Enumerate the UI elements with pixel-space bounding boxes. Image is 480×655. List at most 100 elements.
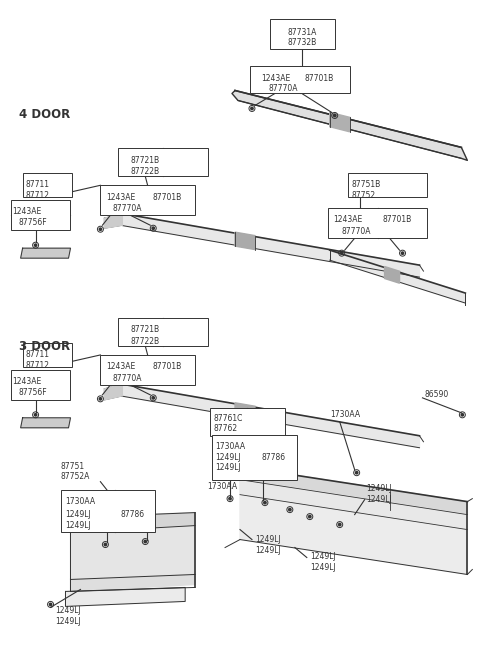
Circle shape [229,497,231,500]
Circle shape [49,603,52,606]
Text: 87712: 87712 [25,361,49,370]
Text: 3 DOOR: 3 DOOR [19,340,70,353]
Bar [100,355,195,385]
Bar [119,149,208,176]
Circle shape [288,508,291,511]
Text: 1249LJ: 1249LJ [215,453,241,462]
Text: 87701B: 87701B [305,73,334,83]
Polygon shape [120,384,420,448]
Text: 87701B: 87701B [383,215,412,224]
Text: 1243AE: 1243AE [333,215,362,224]
Text: 87721B: 87721B [131,325,160,334]
Text: 87751: 87751 [60,462,84,471]
Text: 1243AE: 1243AE [12,377,42,386]
Circle shape [35,244,37,246]
Text: 1243AE: 1243AE [107,193,136,202]
Circle shape [401,252,404,254]
Polygon shape [384,267,399,283]
Text: 1249LJ: 1249LJ [255,534,281,544]
Polygon shape [330,112,350,132]
Circle shape [334,114,336,117]
Polygon shape [235,403,255,421]
Bar [60,490,155,532]
Text: 1249LJ: 1249LJ [215,462,241,472]
Text: 87721B: 87721B [131,157,160,165]
Text: 87701B: 87701B [152,193,181,202]
Bar [119,318,208,346]
Polygon shape [65,588,185,607]
Text: 1249LJ: 1249LJ [56,607,81,616]
Circle shape [309,515,311,518]
Polygon shape [240,479,468,530]
Text: 87751B: 87751B [352,180,381,189]
Bar [11,200,71,230]
Circle shape [152,397,155,399]
Text: 87711: 87711 [25,180,49,189]
Text: 1730AA: 1730AA [215,441,245,451]
Polygon shape [104,214,122,228]
Text: 1249LJ: 1249LJ [310,563,336,572]
Text: 1243AE: 1243AE [261,73,290,83]
Text: 87752A: 87752A [60,472,90,481]
Polygon shape [235,232,255,250]
Text: 1730AA: 1730AA [330,410,360,419]
Text: 87770A: 87770A [342,227,371,236]
Bar [250,66,350,94]
Text: 1249LJ: 1249LJ [56,618,81,626]
Bar [23,343,72,367]
Bar [212,435,297,479]
Circle shape [264,502,266,504]
Circle shape [340,252,343,254]
Text: 87712: 87712 [25,191,49,200]
Text: 87762: 87762 [213,424,237,433]
Polygon shape [71,574,195,591]
Text: 1249LJ: 1249LJ [65,521,91,530]
Text: 87761C: 87761C [213,414,242,423]
Text: 1249LJ: 1249LJ [367,483,392,493]
Text: 87756F: 87756F [19,218,47,227]
Circle shape [104,544,107,546]
Text: 87770A: 87770A [112,374,142,383]
Text: 87752: 87752 [352,191,376,200]
Text: 1730AA: 1730AA [207,481,237,491]
Text: 87786: 87786 [262,453,286,462]
Text: 1249LJ: 1249LJ [255,546,281,555]
Text: 1249LJ: 1249LJ [65,510,91,519]
Text: 1249LJ: 1249LJ [310,552,336,561]
Text: 87731A: 87731A [287,28,316,37]
Circle shape [99,228,102,231]
Polygon shape [232,90,468,160]
Polygon shape [330,250,465,303]
Text: 4 DOOR: 4 DOOR [19,109,70,121]
Text: 87732B: 87732B [287,37,316,47]
Polygon shape [21,248,71,258]
Text: 87701B: 87701B [152,362,181,371]
Text: 1730AA: 1730AA [65,496,96,506]
Polygon shape [21,418,71,428]
Text: 86590: 86590 [424,390,449,399]
Polygon shape [71,513,195,533]
Circle shape [144,540,146,543]
Text: 87722B: 87722B [131,337,160,346]
Bar [23,174,72,197]
Bar [210,408,285,436]
Text: 1249LJ: 1249LJ [367,495,392,504]
Polygon shape [240,467,468,515]
Circle shape [461,413,464,416]
Bar [100,185,195,215]
Bar [328,208,428,238]
Text: 87756F: 87756F [19,388,47,397]
Circle shape [35,413,37,416]
Polygon shape [240,495,468,574]
Polygon shape [120,214,420,277]
Circle shape [152,227,155,229]
Circle shape [338,523,341,526]
Bar [270,18,335,48]
Text: 87711: 87711 [25,350,49,359]
Circle shape [99,398,102,400]
Text: 87770A: 87770A [112,204,142,214]
Polygon shape [104,384,122,400]
Text: 87770A: 87770A [269,84,299,92]
Circle shape [251,107,253,109]
Text: 1243AE: 1243AE [12,207,42,216]
